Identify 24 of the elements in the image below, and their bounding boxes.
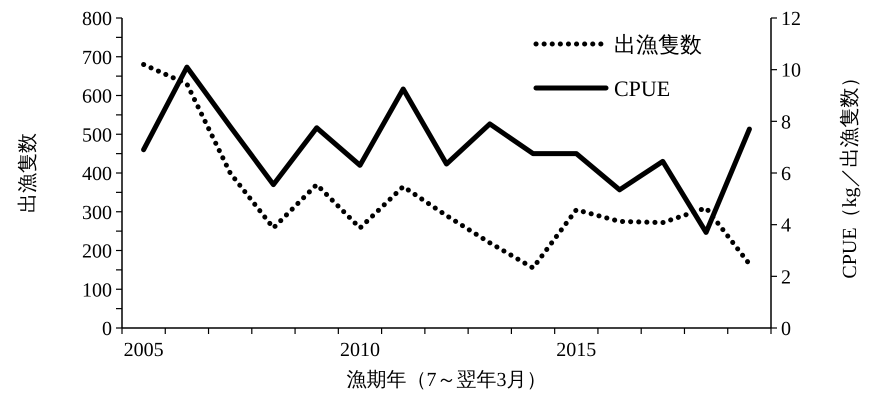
- y2-tick-label: 12: [781, 8, 801, 30]
- y-tick-label: 200: [82, 240, 112, 262]
- y-tick-label: 800: [82, 8, 112, 30]
- y2-tick-label: 8: [781, 111, 791, 134]
- y-tick-label: 0: [102, 318, 112, 340]
- y2-tick-label: 10: [781, 60, 801, 82]
- x-tick-label: 2010: [340, 339, 380, 361]
- y-axis-title: 出漁隻数: [17, 133, 39, 213]
- y-tick-label: 500: [82, 124, 112, 146]
- legend-label: 出漁隻数: [614, 32, 702, 57]
- x-tick-label: 2005: [124, 339, 164, 361]
- y-tick-label: 700: [82, 46, 112, 69]
- y2-tick-label: 4: [781, 214, 791, 237]
- legend-label: CPUE: [614, 76, 670, 101]
- y-tick-label: 600: [82, 86, 112, 108]
- x-tick-label: 2015: [556, 339, 596, 361]
- y2-tick-label: 6: [781, 163, 791, 185]
- y2-tick-label: 2: [781, 266, 791, 288]
- x-axis-title: 漁期年（7～翌年3月）: [346, 369, 546, 391]
- y2-tick-label: 0: [781, 318, 791, 340]
- y-tick-label: 400: [82, 163, 112, 185]
- y2-axis-title: CPUE（kg／出漁隻数）: [839, 67, 861, 279]
- y-tick-label: 100: [82, 279, 112, 302]
- y-tick-label: 300: [82, 202, 112, 224]
